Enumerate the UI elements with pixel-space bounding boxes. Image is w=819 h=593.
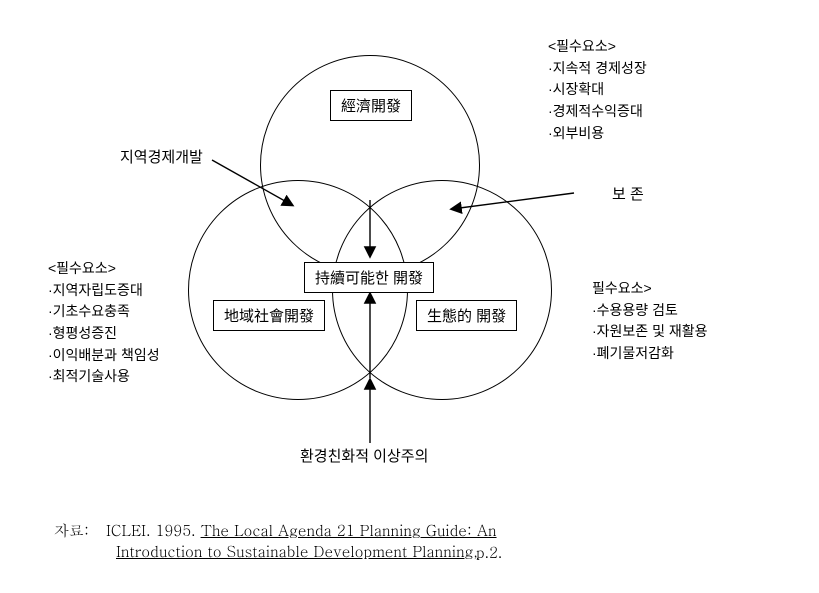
citation: 자료: ICLEI. 1995. The Local Agenda 21 Pla… bbox=[54, 520, 774, 562]
list-item: ·자원보존 및 재활용 bbox=[592, 321, 707, 343]
venn-diagram: 經濟開發 持續可能한 開發 地域社會開發 生態的 開發 지역경제개발 보 존 환… bbox=[0, 0, 819, 593]
citation-title-line1: The Local Agenda 21 Planning Guide: An bbox=[201, 520, 497, 541]
list-item: ·지역자립도증대 bbox=[48, 280, 160, 302]
box-economic-dev: 經濟開發 bbox=[330, 90, 412, 121]
list-item: ·기초수요충족 bbox=[48, 301, 160, 323]
list-header: <필수요소> bbox=[48, 258, 160, 280]
citation-title-line2: Introduction to Sustainable Development … bbox=[54, 541, 774, 562]
label-env-idealism: 환경친화적 이상주의 bbox=[298, 445, 430, 466]
list-header: 필수요소> bbox=[592, 278, 707, 300]
label-conservation: 보 존 bbox=[610, 183, 646, 204]
list-ecological-essentials: 필수요소> ·수용용량 검토 ·자원보존 및 재활용 ·폐기물저감화 bbox=[592, 278, 707, 365]
list-item: ·최적기술사용 bbox=[48, 366, 160, 388]
citation-label: 자료: bbox=[54, 520, 89, 541]
list-item: ·폐기물저감화 bbox=[592, 343, 707, 365]
list-item: ·시장확대 bbox=[548, 79, 647, 101]
list-item: ·경제적수익증대 bbox=[548, 101, 647, 123]
citation-line2-text: Introduction to Sustainable Development … bbox=[116, 541, 478, 562]
list-item: ·지속적 경제성장 bbox=[548, 58, 647, 80]
list-economic-essentials: <필수요소> ·지속적 경제성장 ·시장확대 ·경제적수익증대 ·외부비용 bbox=[548, 36, 647, 144]
list-item: ·형평성증진 bbox=[48, 323, 160, 345]
box-ecological-dev: 生態的 開發 bbox=[416, 300, 517, 331]
label-local-econ-dev: 지역경제개발 bbox=[118, 146, 205, 167]
box-community-dev: 地域社會開發 bbox=[213, 300, 325, 331]
citation-prefix: ICLEI. 1995. bbox=[94, 520, 201, 541]
list-community-essentials: <필수요소> ·지역자립도증대 ·기초수요충족 ·형평성증진 ·이익배분과 책임… bbox=[48, 258, 160, 388]
list-item: ·수용용량 검토 bbox=[592, 300, 707, 322]
list-item: ·이익배분과 책임성 bbox=[48, 345, 160, 367]
box-sustainable-dev: 持續可能한 開發 bbox=[304, 262, 434, 293]
citation-page: p.2. bbox=[476, 542, 502, 563]
list-header: <필수요소> bbox=[548, 36, 647, 58]
list-item: ·외부비용 bbox=[548, 123, 647, 145]
